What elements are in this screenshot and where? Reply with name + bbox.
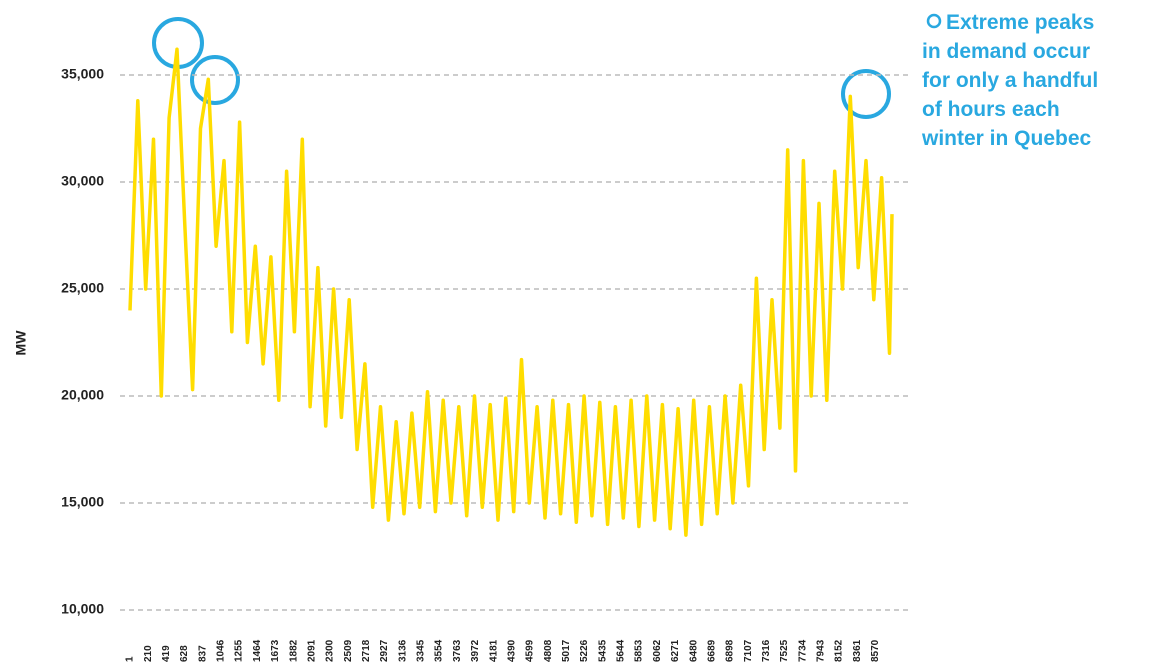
x-tick-label: 8570	[870, 639, 881, 662]
demand-line	[128, 47, 894, 537]
x-tick-label: 1	[125, 656, 136, 662]
x-tick-label: 2718	[361, 639, 372, 662]
x-tick-label: 7943	[816, 639, 827, 662]
x-tick-label: 6480	[688, 639, 699, 662]
x-tick-label: 7525	[779, 639, 790, 662]
x-tick-label: 1255	[234, 639, 245, 662]
annotation-text: of hours each	[922, 98, 1060, 121]
x-tick-label: 7316	[761, 639, 772, 662]
x-tick-label: 2300	[325, 639, 336, 662]
x-tick-label: 5435	[597, 639, 608, 662]
x-tick-label: 8152	[834, 639, 845, 662]
x-tick-label: 6062	[652, 639, 663, 662]
x-tick-label: 4599	[525, 639, 536, 662]
x-tick-label: 2509	[343, 639, 354, 662]
x-tick-label: 3136	[397, 639, 408, 662]
y-tick-label: 20,000	[61, 387, 104, 403]
x-tick-label: 1673	[270, 639, 281, 662]
x-tick-label: 5853	[634, 639, 645, 662]
x-tick-label: 4390	[506, 639, 517, 662]
x-tick-label: 1882	[288, 639, 299, 662]
annotation-text: in demand occur	[922, 40, 1090, 63]
legend-circle-icon	[926, 13, 942, 29]
x-tick-label: 6271	[670, 639, 681, 662]
x-tick-label: 5644	[616, 639, 627, 662]
x-tick-label: 7734	[797, 639, 808, 662]
x-tick-label: 8361	[852, 639, 863, 662]
y-tick-label: 15,000	[61, 494, 104, 510]
x-tick-label: 210	[143, 645, 154, 662]
x-tick-label: 2091	[306, 639, 317, 662]
y-axis-label: MW	[13, 330, 29, 356]
y-tick-label: 25,000	[61, 280, 104, 296]
x-tick-label: 1464	[252, 639, 263, 662]
x-tick-label: 2927	[379, 639, 390, 662]
x-tick-label: 419	[161, 645, 172, 662]
x-tick-label: 6898	[725, 639, 736, 662]
x-tick-label: 3763	[452, 639, 463, 662]
x-tick-label: 3345	[416, 639, 427, 662]
annotation-text: winter in Quebec	[921, 127, 1092, 150]
x-tick-label: 5017	[561, 639, 572, 662]
x-tick-label: 837	[197, 645, 208, 662]
x-tick-label: 4808	[543, 639, 554, 662]
y-tick-label: 10,000	[61, 601, 104, 617]
x-tick-label: 1046	[216, 639, 227, 662]
x-tick-label: 7107	[743, 639, 754, 662]
y-tick-label: 30,000	[61, 173, 104, 189]
x-tick-label: 3972	[470, 639, 481, 662]
x-tick-label: 3554	[434, 639, 445, 662]
x-tick-label: 628	[179, 645, 190, 662]
annotation-text: Extreme peaks	[946, 11, 1094, 34]
annotation-text: for only a handful	[922, 69, 1098, 92]
x-tick-label: 5226	[579, 639, 590, 662]
x-tick-label: 6689	[706, 639, 717, 662]
peak-circle	[841, 69, 891, 119]
y-tick-label: 35,000	[61, 66, 104, 82]
x-tick-label: 4181	[488, 639, 499, 662]
peak-circle	[190, 55, 240, 105]
